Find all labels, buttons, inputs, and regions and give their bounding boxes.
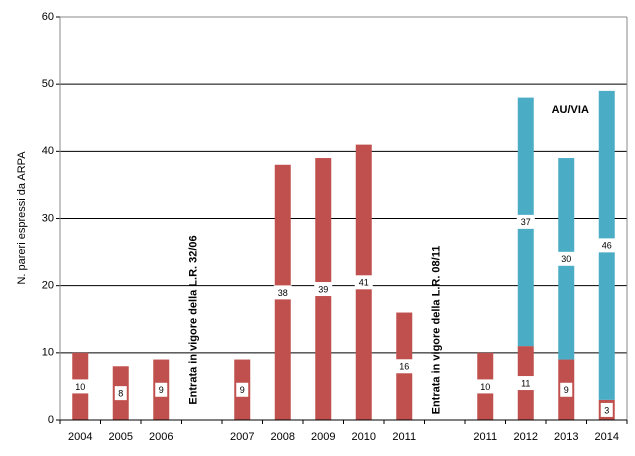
value-label: 3 — [604, 405, 609, 415]
y-tick-label: 0 — [48, 414, 54, 426]
x-tick-label: 2009 — [311, 431, 335, 443]
value-label: 10 — [75, 382, 85, 392]
value-label-box — [476, 379, 495, 394]
value-label-box — [314, 282, 333, 297]
value-label: 16 — [399, 362, 409, 372]
value-label-box — [354, 275, 373, 290]
x-tick-label: 2006 — [149, 431, 173, 443]
x-tick-label: 2010 — [352, 431, 376, 443]
value-label: 46 — [602, 241, 612, 251]
value-label: 9 — [564, 385, 569, 395]
annotation: Entrata in vigore della L.R. 32/06 — [188, 235, 200, 404]
value-label-box — [71, 379, 90, 394]
y-tick-label: 60 — [42, 11, 54, 23]
y-tick-label: 10 — [42, 347, 54, 359]
x-tick-label: 2005 — [109, 431, 133, 443]
value-label: 41 — [359, 278, 369, 288]
y-tick-label: 30 — [42, 212, 54, 224]
x-tick-label: 2008 — [271, 431, 295, 443]
x-tick-label: 2007 — [230, 431, 254, 443]
value-label-box — [597, 238, 616, 253]
value-label-box — [395, 359, 414, 374]
x-tick-label: 2014 — [595, 431, 619, 443]
value-label: 9 — [240, 385, 245, 395]
y-tick-label: 50 — [42, 78, 54, 90]
value-label: 11 — [521, 378, 530, 388]
value-label-box — [155, 382, 168, 397]
y-tick-label: 40 — [42, 145, 54, 157]
x-tick-label: 2011 — [473, 431, 497, 443]
value-label: 39 — [318, 284, 328, 294]
annotation: AU/VIA — [552, 104, 589, 116]
x-tick-label: 2011 — [392, 431, 416, 443]
value-label-box — [600, 402, 613, 417]
value-label-box — [516, 214, 535, 229]
value-label-box — [236, 382, 249, 397]
x-tick-label: 2004 — [68, 431, 92, 443]
value-label-box — [557, 251, 576, 266]
value-label: 30 — [561, 254, 571, 264]
x-tick-label: 2012 — [514, 431, 538, 443]
y-axis-label: N. pareri espressi da ARPA — [16, 151, 28, 285]
value-label: 37 — [521, 217, 531, 227]
value-label: 9 — [159, 385, 164, 395]
value-label-box — [273, 285, 292, 300]
x-tick-label: 2013 — [554, 431, 578, 443]
value-label-box — [114, 386, 127, 401]
value-label-box — [560, 382, 573, 397]
value-label: 38 — [278, 288, 288, 298]
value-label: 8 — [118, 389, 123, 399]
annotation: Entrata in vigore della L.R. 08/11 — [431, 246, 443, 415]
y-tick-label: 20 — [42, 280, 54, 292]
value-label-box — [516, 376, 535, 391]
value-label: 10 — [480, 382, 490, 392]
